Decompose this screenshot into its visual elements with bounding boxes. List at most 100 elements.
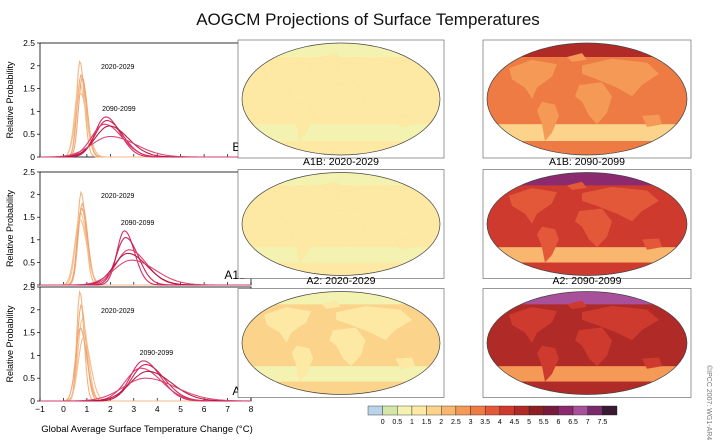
colorbar-swatch-17 xyxy=(602,405,618,416)
continent-2 xyxy=(292,346,314,382)
y-tick-label: 0.5 xyxy=(23,373,35,383)
x-tick-label: −1 xyxy=(35,404,45,414)
continent-4 xyxy=(575,209,612,248)
continent-1 xyxy=(264,307,312,343)
y-tick-label: 2.5 xyxy=(23,167,35,177)
colorbar-label: 2 xyxy=(439,419,443,426)
copyright-note: ©IPCC 2007: WG1-AR4 xyxy=(705,365,713,440)
x-tick-label: 4 xyxy=(155,404,160,414)
continent-3 xyxy=(336,187,412,222)
colorbar-swatch-3 xyxy=(397,405,413,416)
colorbar-label: 3.5 xyxy=(480,419,490,426)
y-tick-label: 2.5 xyxy=(23,282,35,292)
continent-2 xyxy=(537,227,559,263)
x-tick-label: 6 xyxy=(202,404,207,414)
curve-2090-2099-5 xyxy=(40,259,251,286)
southern-band xyxy=(242,124,440,141)
southern-band xyxy=(242,247,440,263)
continent-4 xyxy=(329,328,366,367)
colorbar-label: 4.5 xyxy=(510,419,520,426)
colorbar-swatch-10 xyxy=(499,405,515,416)
continent-1 xyxy=(509,188,557,224)
y-tick-label: 1.5 xyxy=(23,328,35,338)
colorbar-label: 7.5 xyxy=(597,419,607,426)
continent-3 xyxy=(582,187,659,222)
colorbar-swatch-1 xyxy=(367,405,383,416)
x-tick-label: 8 xyxy=(249,404,254,414)
y-tick-label: 0.5 xyxy=(23,257,35,267)
x-tick-label: 2 xyxy=(108,404,113,414)
continent-6 xyxy=(567,182,587,190)
x-axis-label: Global Average Surface Temperature Chang… xyxy=(41,424,253,435)
colorbar-swatch-16 xyxy=(587,405,603,416)
map-a2-2090-2099: A2: 2090-2099 xyxy=(482,275,692,398)
y-tick-label: 0.5 xyxy=(23,129,35,139)
y-tick-label: 0 xyxy=(30,280,35,290)
y-tick-label: 0 xyxy=(30,152,35,162)
map-title: A2: 2020-2029 xyxy=(307,275,376,287)
map-title: A1B: 2020-2029 xyxy=(303,156,379,168)
y-axis-label: Relative Probability xyxy=(5,61,15,139)
colorbar-swatch-14 xyxy=(558,405,574,416)
map-b1-2020-2029: B1: 2020-2029 xyxy=(237,39,445,159)
continent-2 xyxy=(292,227,314,263)
colorbar-label: 6.5 xyxy=(568,419,578,426)
y-tick-label: 1 xyxy=(30,235,35,245)
colorbar-swatch-15 xyxy=(572,405,588,416)
map-outline xyxy=(486,172,688,276)
x-tick-label: 0 xyxy=(61,404,66,414)
colorbar: 0 0.5 1 1.5 2 2.5 3 3.5 4 4.5 5 5.5 6 6.5 7 7.5 xyxy=(367,405,618,426)
y-tick-label: 1.5 xyxy=(23,212,35,222)
continent-4 xyxy=(575,328,612,367)
colorbar-swatch-12 xyxy=(528,405,544,416)
continent-3 xyxy=(336,59,412,97)
y-tick-label: 2 xyxy=(30,305,35,315)
map-a2-2020-2029: A2: 2020-2029 xyxy=(237,275,445,398)
continent-5 xyxy=(642,357,662,368)
colorbar-swatch-2 xyxy=(382,405,398,416)
continent-1 xyxy=(264,60,312,99)
period-label-early: 2020-2029 xyxy=(101,64,135,71)
figure-title: AOGCM Projections of Surface Temperature… xyxy=(196,10,540,29)
southern-band xyxy=(487,124,687,141)
period-label-late: 2090-2099 xyxy=(102,106,136,113)
continent-1 xyxy=(509,60,557,99)
temperature-maps: B1: 2020-2029 B1: 2090-2099 A1B: 2020-2029… xyxy=(237,39,692,398)
southern-band xyxy=(242,366,440,382)
southern-band xyxy=(487,247,687,263)
continent-2 xyxy=(537,102,559,141)
map-a1b-2090-2099: A1B: 2090-2099 xyxy=(482,156,692,279)
period-label-early: 2020-2029 xyxy=(101,193,135,200)
period-label-late: 2090-2099 xyxy=(121,220,155,227)
continent-5 xyxy=(395,115,415,127)
continent-2 xyxy=(537,346,559,382)
map-outline xyxy=(241,291,441,395)
y-tick-label: 2.5 xyxy=(23,38,35,48)
colorbar-label: 1.5 xyxy=(422,419,432,426)
y-tick-label: 2 xyxy=(30,190,35,200)
colorbar-swatch-7 xyxy=(455,405,471,416)
y-tick-label: 1.5 xyxy=(23,84,35,94)
plot-frame xyxy=(39,42,252,158)
x-tick-label: 5 xyxy=(178,404,183,414)
continent-2 xyxy=(292,102,314,141)
colorbar-label: 2.5 xyxy=(451,419,461,426)
y-axis-label: Relative Probability xyxy=(5,189,15,267)
curve-2090-2099-5 xyxy=(40,377,252,402)
continent-6 xyxy=(321,301,341,309)
map-outline xyxy=(486,42,688,156)
map-body xyxy=(487,172,687,276)
colorbar-swatch-11 xyxy=(514,405,530,416)
period-label-early: 2020-2029 xyxy=(101,308,135,315)
continent-1 xyxy=(264,188,312,224)
colorbar-swatch-8 xyxy=(470,405,486,416)
continent-4 xyxy=(329,209,366,248)
y-tick-label: 1 xyxy=(30,106,35,116)
continent-5 xyxy=(642,115,662,127)
colorbar-swatch-13 xyxy=(543,405,559,416)
x-tick-label: 3 xyxy=(131,404,136,414)
map-body xyxy=(487,43,687,155)
continent-4 xyxy=(575,82,612,124)
colorbar-swatch-4 xyxy=(411,405,427,416)
